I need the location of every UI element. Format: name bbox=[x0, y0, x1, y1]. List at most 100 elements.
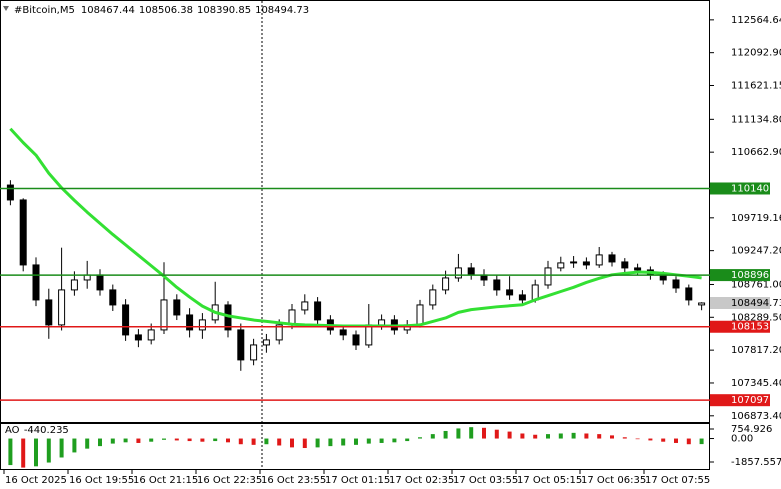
candle-body bbox=[314, 301, 322, 321]
candle-body bbox=[493, 279, 501, 291]
candle-body bbox=[621, 261, 629, 269]
candle-body bbox=[173, 299, 181, 316]
header-low: 108390.85 bbox=[197, 5, 251, 16]
candle-body bbox=[160, 299, 168, 331]
x-tick-label: 16 Oct 21:15 bbox=[133, 475, 198, 486]
y-tick-label: 108289.50 bbox=[731, 312, 781, 323]
indicator-bar bbox=[622, 437, 627, 439]
indicator-bar bbox=[302, 438, 307, 449]
indicator-bar bbox=[46, 438, 51, 463]
candle-body bbox=[582, 261, 590, 266]
candle-body bbox=[608, 254, 616, 263]
level-tag-label: 107097.91 bbox=[731, 395, 781, 406]
indicator-bar bbox=[98, 438, 102, 447]
header-close: 108494.73 bbox=[255, 5, 309, 16]
candle-body bbox=[237, 329, 245, 361]
y-tick-label: 110662.90 bbox=[731, 147, 781, 158]
candle-body bbox=[275, 324, 283, 341]
candle-body bbox=[6, 184, 14, 201]
indicator-bar bbox=[34, 438, 38, 467]
indicator-tick-label: 0.00 bbox=[731, 434, 753, 445]
x-tick-label: 17 Oct 02:35 bbox=[389, 475, 454, 486]
indicator-bar bbox=[418, 437, 422, 439]
candle-body bbox=[365, 324, 373, 346]
symbol-icon bbox=[3, 6, 9, 11]
x-tick-label: 16 Oct 2025 bbox=[5, 475, 67, 486]
candle-body bbox=[467, 267, 475, 276]
indicator-bar bbox=[149, 438, 154, 442]
y-tick-label: 108761.00 bbox=[731, 279, 781, 290]
indicator-bar bbox=[59, 438, 64, 458]
indicator-bar bbox=[482, 427, 486, 439]
indicator-bar bbox=[379, 438, 384, 443]
y-tick-label: 112564.64 bbox=[731, 15, 781, 26]
indicator-header: AO -440.235 bbox=[5, 425, 69, 436]
candle-body bbox=[557, 262, 565, 269]
indicator-bar bbox=[661, 438, 666, 442]
indicator-bar bbox=[430, 434, 435, 439]
indicator-bar bbox=[635, 438, 640, 440]
indicator-bar bbox=[533, 434, 538, 439]
candle-body bbox=[32, 264, 40, 301]
header-open: 108467.44 bbox=[81, 5, 135, 16]
candle-body bbox=[250, 344, 258, 361]
indicator-bar bbox=[341, 438, 346, 446]
indicator-bar bbox=[597, 434, 602, 439]
indicator-bar bbox=[162, 438, 166, 440]
indicator-bar bbox=[584, 433, 589, 439]
indicator-bar bbox=[674, 438, 678, 443]
x-tick-label: 16 Oct 22:35 bbox=[197, 475, 262, 486]
candle-body bbox=[147, 329, 155, 341]
x-tick-label: 17 Oct 03:55 bbox=[453, 475, 518, 486]
current-price-label: 108494.73 bbox=[731, 298, 781, 309]
candle-body bbox=[595, 254, 603, 266]
indicator-tick-label: -1857.557 bbox=[731, 457, 781, 468]
candle-body bbox=[698, 302, 706, 306]
y-tick-label: 107817.20 bbox=[731, 345, 781, 356]
indicator-bar bbox=[72, 438, 77, 453]
indicator-bar bbox=[610, 435, 614, 439]
x-tick-label: 17 Oct 01:15 bbox=[325, 475, 390, 486]
candle-body bbox=[122, 304, 130, 336]
level-tag-label: 108896.01 bbox=[731, 270, 781, 281]
indicator-bar bbox=[328, 438, 333, 447]
indicator-bar bbox=[251, 438, 256, 445]
y-tick-label: 112092.90 bbox=[731, 48, 781, 59]
indicator-bar bbox=[520, 433, 525, 439]
indicator-bar bbox=[213, 438, 218, 442]
indicator-bar bbox=[136, 438, 141, 443]
candle-body bbox=[198, 319, 206, 331]
indicator-frame bbox=[0, 423, 710, 470]
indicator-bar bbox=[277, 438, 282, 446]
y-tick-label: 111621.15 bbox=[731, 80, 781, 91]
indicator-bar bbox=[264, 438, 269, 445]
indicator-bar bbox=[648, 438, 653, 441]
candle-body bbox=[186, 314, 194, 331]
indicator-bar bbox=[315, 438, 320, 448]
indicator-value: -440.235 bbox=[24, 425, 69, 436]
header: #Bitcoin,M5 108467.44 108506.38 108390.85 10… bbox=[14, 5, 309, 16]
main-frame bbox=[0, 0, 710, 423]
candle-body bbox=[506, 289, 514, 296]
level-tag bbox=[710, 320, 770, 333]
indicator-bar bbox=[456, 428, 461, 439]
candle-body bbox=[109, 289, 117, 306]
indicator-bar bbox=[110, 438, 115, 444]
indicator-bar bbox=[443, 430, 448, 439]
indicator-bar bbox=[187, 438, 192, 442]
indicator-bar bbox=[200, 438, 205, 442]
indicator-bar bbox=[366, 438, 371, 444]
candle-body bbox=[70, 279, 78, 291]
level-tag bbox=[710, 182, 770, 195]
indicator-bar bbox=[469, 427, 474, 439]
indicator-bar bbox=[85, 438, 90, 449]
candle-body bbox=[378, 319, 386, 326]
candle-body bbox=[339, 329, 347, 336]
candle-body bbox=[45, 299, 53, 326]
indicator-bar bbox=[21, 438, 26, 468]
x-tick-label: 17 Oct 06:35 bbox=[581, 475, 646, 486]
level-tag-label: 108153.55 bbox=[731, 322, 781, 333]
candle-body bbox=[134, 334, 142, 341]
indicator-bar bbox=[494, 429, 499, 439]
